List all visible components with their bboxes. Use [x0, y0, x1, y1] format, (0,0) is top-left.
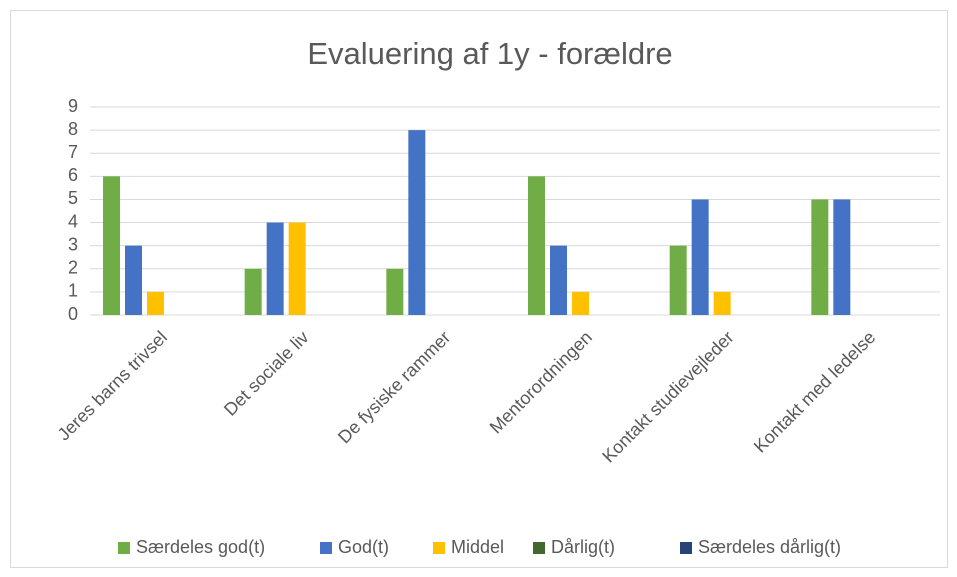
bar: [669, 245, 687, 315]
legend-label: Middel: [451, 537, 504, 557]
y-tick-label: 6: [68, 165, 78, 185]
bar: [713, 291, 731, 315]
legend-swatch: [320, 542, 332, 554]
bar: [550, 245, 567, 315]
legend-swatch: [433, 542, 445, 554]
bar: [244, 268, 262, 315]
bar: [147, 291, 164, 315]
bar: [528, 176, 545, 315]
legend-label: Særdeles god(t): [136, 537, 265, 557]
y-tick-label: 4: [68, 211, 78, 231]
y-tick-label: 5: [68, 188, 78, 208]
y-tick-label: 7: [68, 142, 78, 162]
legend-swatch: [680, 542, 692, 554]
legend-label: Dårlig(t): [551, 537, 615, 557]
legend-swatch: [533, 542, 545, 554]
bar: [266, 222, 284, 315]
bar: [386, 268, 404, 315]
chart-title: Evaluering af 1y - forældre: [307, 36, 672, 71]
y-tick-label: 9: [68, 96, 78, 116]
y-tick-label: 1: [68, 281, 78, 301]
bar: [811, 199, 829, 315]
bar: [408, 130, 426, 315]
y-tick-label: 8: [68, 119, 78, 139]
legend-label: Særdeles dårlig(t): [698, 537, 841, 557]
bar: [103, 176, 120, 315]
legend-swatch: [118, 542, 130, 554]
legend-label: God(t): [338, 537, 389, 557]
bar: [125, 245, 142, 315]
y-tick-label: 3: [68, 234, 78, 254]
chart-border: [10, 10, 948, 568]
y-tick-label: 2: [68, 258, 78, 278]
bar: [691, 199, 709, 315]
y-tick-label: 0: [68, 304, 78, 324]
bar: [288, 222, 306, 315]
bar: [833, 199, 851, 315]
bar: [572, 291, 589, 315]
